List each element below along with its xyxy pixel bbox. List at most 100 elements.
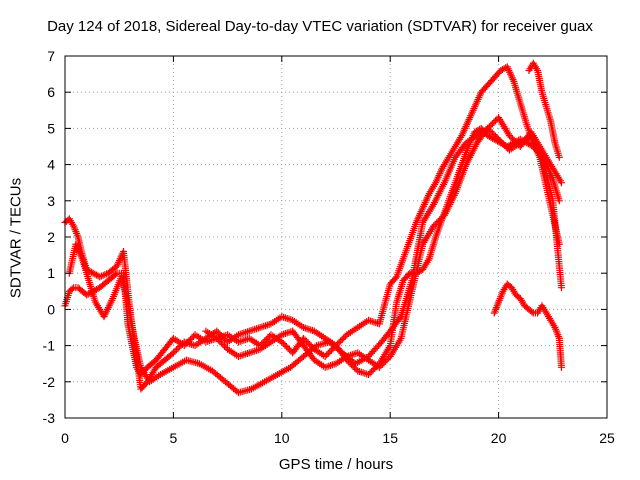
data-point (383, 356, 391, 364)
data-point (176, 343, 184, 351)
data-point (281, 341, 289, 349)
data-point (242, 350, 250, 358)
data-point (493, 134, 501, 142)
data-point (365, 371, 373, 379)
data-point (370, 318, 378, 326)
data-point (171, 347, 179, 355)
data-point (321, 352, 329, 360)
data-point (323, 351, 331, 359)
data-point (260, 322, 268, 330)
data-point (217, 332, 225, 340)
data-point (236, 352, 244, 360)
chart-title: Day 124 of 2018, Sidereal Day-to-day VTE… (47, 18, 593, 35)
data-point (555, 197, 563, 205)
y-tick-label: 1 (47, 265, 55, 281)
data-point (242, 328, 250, 336)
data-point (434, 217, 442, 225)
data-point (382, 357, 390, 365)
data-point (505, 132, 513, 140)
data-point (177, 341, 185, 349)
y-tick-label: 5 (47, 120, 55, 136)
data-point (496, 137, 504, 145)
data-point (488, 120, 496, 128)
data-point (359, 369, 367, 377)
data-point (507, 133, 515, 141)
data-point (377, 362, 385, 370)
data-point (404, 271, 412, 279)
data-point (247, 327, 255, 335)
data-point (375, 363, 383, 371)
data-point (249, 326, 257, 334)
series-2 (65, 114, 565, 397)
data-point (219, 333, 227, 341)
data-point (303, 337, 311, 345)
x-tick-label: 20 (491, 430, 507, 446)
data-point (214, 329, 222, 337)
data-point (495, 135, 503, 143)
data-point (378, 360, 386, 368)
data-point (509, 135, 517, 143)
x-tick-label: 15 (382, 430, 398, 446)
data-point (216, 330, 224, 338)
data-point (238, 337, 246, 345)
y-tick-label: 7 (47, 48, 55, 64)
data-point (240, 336, 248, 344)
series-4 (490, 280, 565, 371)
data-point (528, 308, 536, 316)
x-tick-label: 5 (170, 430, 178, 446)
data-point (283, 329, 291, 337)
data-point (369, 366, 377, 374)
series-3 (202, 124, 565, 371)
data-point (243, 335, 251, 343)
data-point (555, 153, 563, 161)
data-point (351, 364, 359, 372)
data-point (325, 362, 333, 370)
data-point (337, 337, 345, 345)
data-point (169, 349, 177, 357)
data-point (433, 219, 441, 227)
data-point (213, 334, 221, 342)
x-tick-label: 25 (599, 430, 615, 446)
data-point (557, 363, 565, 371)
data-point (253, 325, 261, 333)
y-tick-label: -1 (43, 338, 56, 354)
y-tick-label: 3 (47, 193, 55, 209)
data-point (262, 335, 270, 343)
data-point (487, 128, 495, 136)
y-tick-label: -3 (43, 410, 56, 426)
data-point (340, 334, 348, 342)
data-point (174, 344, 182, 352)
data-point (396, 314, 404, 322)
x-tick-labels: 0 5 10 15 20 25 (61, 430, 615, 446)
data-point (216, 337, 224, 345)
data-point (213, 327, 221, 335)
data-points (61, 59, 565, 397)
data-point (368, 317, 376, 325)
data-point (366, 317, 374, 325)
data-point (245, 327, 253, 335)
data-point (557, 284, 565, 292)
data-point (492, 132, 500, 140)
y-tick-label: 0 (47, 301, 55, 317)
data-point (431, 221, 439, 229)
data-point (240, 329, 248, 337)
data-point (490, 131, 498, 139)
data-point (243, 328, 251, 336)
data-point (557, 179, 565, 187)
data-point (498, 138, 506, 146)
data-point (262, 322, 270, 330)
data-point (366, 369, 374, 377)
data-point (485, 126, 493, 134)
data-point (279, 340, 287, 348)
data-point (338, 335, 346, 343)
data-point (214, 336, 222, 344)
data-point (326, 348, 334, 356)
data-point (236, 337, 244, 345)
data-point (323, 363, 331, 371)
y-tick-labels: -3 -2 -1 0 1 2 3 4 5 6 7 (43, 48, 56, 426)
data-point (488, 129, 496, 137)
y-tick-label: 2 (47, 229, 55, 245)
x-axis-label: GPS time / hours (278, 456, 394, 473)
data-point (437, 214, 445, 222)
data-point (172, 346, 180, 354)
